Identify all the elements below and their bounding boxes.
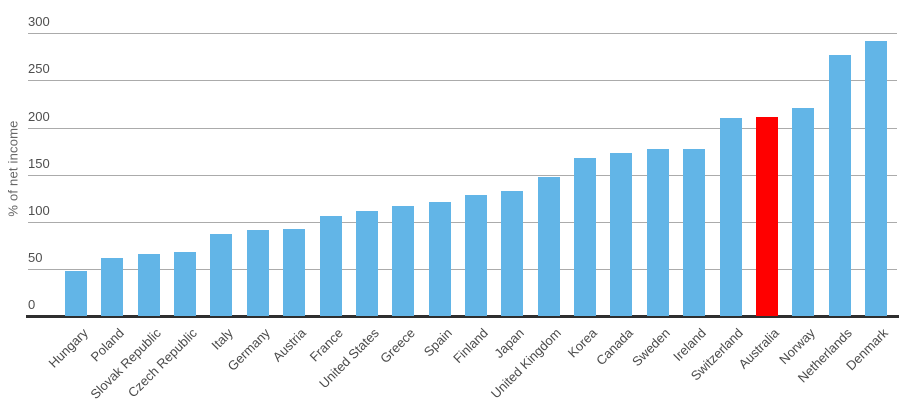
y-axis-title: % of net income bbox=[5, 120, 21, 217]
bar-finland bbox=[464, 195, 487, 316]
gridline-250 bbox=[28, 80, 897, 82]
bar-norway bbox=[792, 107, 815, 316]
y-tick-label-0: 0 bbox=[28, 297, 36, 312]
x-axis-line bbox=[26, 315, 899, 318]
bar-spain bbox=[428, 201, 451, 316]
bar-korea bbox=[574, 157, 597, 316]
bar-slovak-republic bbox=[137, 253, 160, 316]
gridline-150 bbox=[28, 174, 897, 176]
bar-austria bbox=[283, 229, 306, 316]
bar-switzerland bbox=[719, 118, 742, 316]
bar-hungary bbox=[65, 270, 87, 316]
bar-czech-republic bbox=[174, 251, 197, 316]
gridline-50 bbox=[28, 268, 897, 270]
bar-italy bbox=[210, 234, 233, 316]
bar-denmark bbox=[864, 40, 887, 316]
bar-greece bbox=[392, 205, 415, 316]
y-tick-label-100: 100 bbox=[28, 202, 50, 218]
bar-france bbox=[319, 216, 342, 316]
bar-germany bbox=[246, 230, 269, 316]
bar-united-kingdom bbox=[537, 176, 560, 316]
bar-netherlands bbox=[828, 54, 851, 316]
gridline-100 bbox=[28, 221, 897, 223]
bar-poland bbox=[101, 257, 124, 316]
y-tick-label-200: 200 bbox=[28, 108, 50, 124]
bar-united-states bbox=[355, 211, 378, 316]
bar-japan bbox=[501, 190, 524, 316]
y-tick-label-300: 300 bbox=[28, 14, 50, 30]
y-tick-label-250: 250 bbox=[28, 61, 50, 77]
y-tick-label-150: 150 bbox=[28, 155, 50, 171]
bar-ireland bbox=[683, 149, 706, 316]
y-tick-label-50: 50 bbox=[28, 249, 43, 265]
bar-sweden bbox=[646, 149, 669, 316]
bar-canada bbox=[610, 152, 633, 316]
gridline-200 bbox=[28, 127, 897, 129]
gridline-300 bbox=[28, 33, 897, 35]
bar-australia bbox=[755, 117, 778, 316]
